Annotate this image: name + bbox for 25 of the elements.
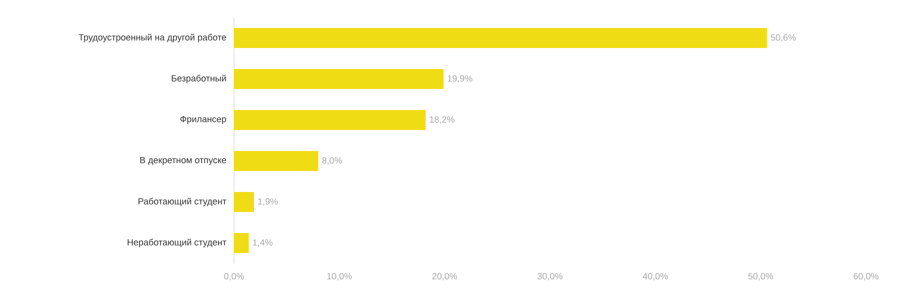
x-tick-label: 10,0% bbox=[327, 273, 352, 280]
data-label: 1,9% bbox=[258, 198, 278, 206]
x-tick-label: 60,0% bbox=[854, 273, 878, 280]
bar bbox=[234, 28, 767, 48]
y-tick-label: Работающий студент bbox=[138, 198, 226, 206]
y-tick-label: В декретном отпуске bbox=[140, 156, 226, 166]
x-tick-label: 0,0% bbox=[224, 273, 244, 280]
data-label: 19,9% bbox=[448, 75, 472, 83]
bar bbox=[234, 232, 249, 253]
bar bbox=[234, 150, 318, 171]
bar bbox=[234, 192, 254, 212]
x-tick-label: 40,0% bbox=[642, 273, 668, 280]
bar bbox=[234, 69, 444, 89]
data-label: 18,2% bbox=[430, 116, 454, 124]
y-tick-label: Трудоустроенный на другой работе bbox=[78, 34, 226, 42]
y-tick-label: Неработающий студент bbox=[128, 238, 226, 248]
y-tick-label: Безработный bbox=[172, 74, 226, 84]
x-tick-label: 30,0% bbox=[538, 273, 562, 280]
data-label: 1,4% bbox=[252, 239, 272, 247]
x-tick-label: 50,0% bbox=[748, 273, 774, 280]
x-tick-label: 20,0% bbox=[432, 273, 458, 280]
y-tick-label: Фрилансер bbox=[180, 116, 226, 124]
data-label: 50,6% bbox=[770, 34, 796, 42]
data-label: 8,0% bbox=[322, 157, 342, 165]
bar bbox=[234, 110, 426, 130]
